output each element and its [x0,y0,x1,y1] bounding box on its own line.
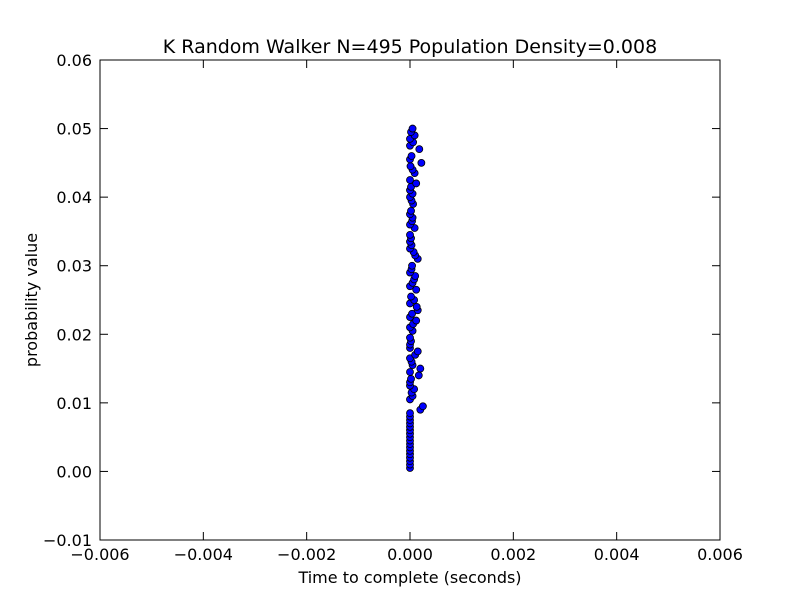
data-point [407,152,416,160]
data-point [406,333,414,342]
y-axis: −0.01 0.00 0.01 0.02 0.03 0.04 0.05 0.06 [43,51,720,550]
x-tick-label: 0.004 [594,545,640,564]
chart-title: K Random Walker N=495 Population Density… [163,36,657,58]
data-point [407,206,415,215]
x-axis: −0.006 −0.004 −0.002 0.000 0.002 0.004 0.006 [70,60,743,564]
data-point [415,145,424,154]
x-tick-label: −0.004 [174,545,233,564]
y-tick-label: 0.04 [56,188,92,207]
data-point [408,261,416,270]
data-point [408,309,416,318]
data-point [406,368,414,376]
y-tick-label: 0.01 [56,394,92,413]
x-tick-label: −0.006 [70,545,129,564]
x-tick-label: −0.002 [277,545,336,564]
data-points [406,124,427,472]
x-tick-label: 0.000 [387,545,433,564]
data-point [412,285,421,294]
data-point [406,409,414,418]
y-tick-label: −0.01 [43,531,92,550]
data-point [419,402,427,411]
y-tick-label: 0.05 [56,120,92,139]
y-tick-label: 0.00 [56,462,92,481]
y-tick-label: 0.03 [56,257,92,276]
data-point [412,179,421,188]
data-point [412,302,421,311]
data-point [416,364,425,373]
y-tick-label: 0.02 [56,325,92,344]
data-point [407,374,415,383]
x-axis-label: Time to complete (seconds) [297,568,521,587]
data-point [412,316,421,325]
y-axis-label: probability value [22,233,41,367]
data-point [408,124,417,133]
y-tick-label: 0.06 [56,51,92,70]
data-point [406,230,414,239]
data-point [406,162,415,171]
data-point [413,347,422,356]
data-point [406,176,414,184]
data-point [407,292,415,301]
data-point [414,371,423,380]
x-tick-label: 0.002 [490,545,536,564]
data-point [417,158,426,167]
x-tick-label: 0.006 [697,545,743,564]
